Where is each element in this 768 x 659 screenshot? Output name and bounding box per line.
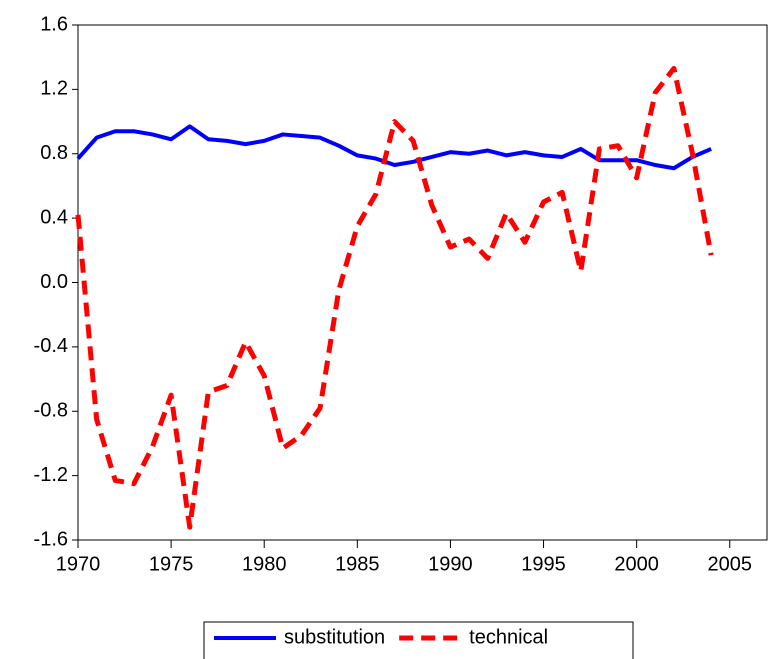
- y-tick-label: 0.0: [40, 271, 68, 293]
- y-tick-label: -1.6: [34, 528, 68, 550]
- y-tick-label: 1.2: [40, 78, 68, 100]
- y-tick-label: 1.6: [40, 13, 68, 35]
- x-tick-label: 1975: [149, 553, 194, 575]
- x-tick-label: 1990: [428, 553, 473, 575]
- x-tick-label: 2000: [614, 553, 659, 575]
- y-tick-label: -1.2: [34, 464, 68, 486]
- x-tick-label: 1970: [56, 553, 101, 575]
- x-tick-label: 1980: [242, 553, 287, 575]
- legend-label: technical: [469, 626, 548, 648]
- x-tick-label: 1985: [335, 553, 380, 575]
- y-tick-label: 0.8: [40, 142, 68, 164]
- y-tick-label: -0.8: [34, 400, 68, 422]
- series-line: [75, 65, 714, 530]
- y-tick-label: -0.4: [34, 335, 68, 357]
- x-tick-label: 1995: [521, 553, 566, 575]
- series-line: [76, 124, 712, 171]
- legend-label: substitution: [284, 626, 385, 648]
- y-tick-label: 0.4: [40, 206, 68, 228]
- legend-box: [203, 621, 634, 659]
- x-tick-label: 2005: [708, 553, 753, 575]
